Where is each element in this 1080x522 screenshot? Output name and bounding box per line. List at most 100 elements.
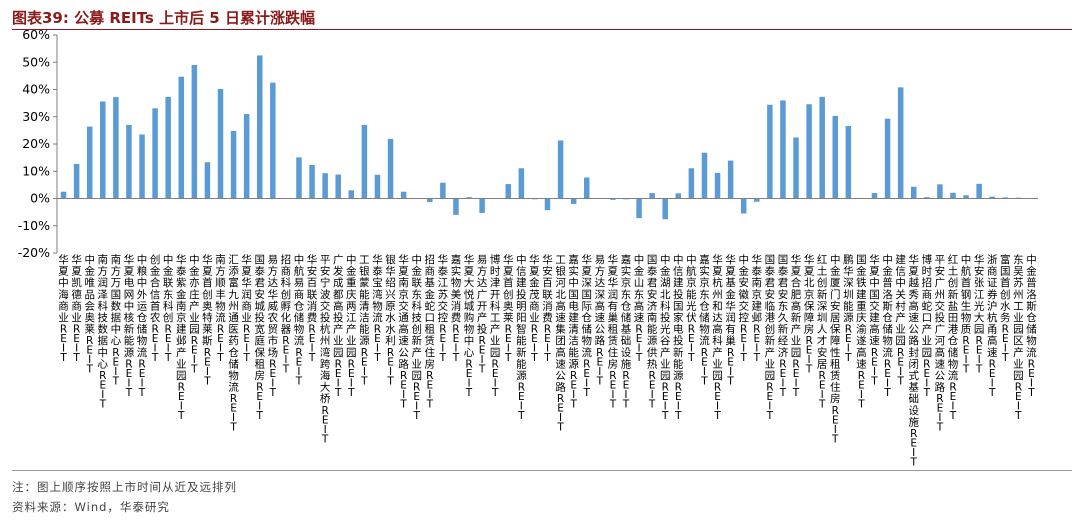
bar [636, 198, 642, 219]
x-tick-label: 中航首钢生物质 R E I T [961, 253, 972, 376]
bar [113, 97, 119, 199]
x-tick-label: 浙商证券沪杭甬高速 R E I T [987, 254, 998, 399]
footer-divider [12, 470, 1072, 471]
bar [910, 186, 917, 199]
y-tick-label: 60% [22, 27, 50, 42]
x-tick-label: 华夏北京保障房 R E I T [804, 253, 815, 376]
x-tick-label: 国泰君安临港创新产业园 R E I T [765, 254, 776, 422]
y-tick-label: 50% [22, 54, 50, 69]
x-tick-label: 中金山东高速 R E I T [634, 253, 645, 364]
x-tick-label: 华夏首创奥特莱斯 R E I T [202, 253, 213, 387]
bar [701, 152, 708, 199]
x-tick-label: 中金普洛斯仓储物流 R E I T [1026, 253, 1037, 399]
chart-note: 注：图上顺序按照上市时间从近及远排列 [12, 480, 237, 494]
bar [754, 198, 760, 202]
bar [544, 198, 551, 211]
x-tick-label: 华夏中国交建高速 R E I T [869, 253, 880, 387]
x-tick-label: 中信建投明阳智能新能源 R E I T [516, 253, 527, 422]
x-tick-label: 国金铁建重庆渝遂高速 R E I T [856, 254, 867, 411]
bar [1002, 197, 1009, 199]
bar [557, 140, 564, 199]
x-tick-label: 华夏越秀高速公路封闭式基础设施 R E I T [908, 253, 919, 469]
x-tick-label: 华安张江光大园 R E I T [974, 253, 985, 376]
bar [126, 124, 132, 199]
bar [100, 101, 106, 199]
bar [871, 193, 878, 199]
bar [950, 192, 956, 199]
bar [740, 198, 747, 214]
bar [440, 182, 446, 199]
bar [897, 87, 904, 199]
bar [453, 198, 459, 215]
bar [780, 100, 786, 199]
x-tick-label: 华泰紫金南京建邺产业园 R E I T [176, 253, 187, 422]
x-tick-label: 广发成都高投产业园 R E I T [333, 254, 344, 399]
bar [322, 173, 328, 199]
bar [204, 162, 211, 199]
x-tick-label: 富国首创水务 R E I T [1000, 253, 1011, 364]
x-tick-label: 国泰君安城投宽庭保租房 R E I T [254, 254, 265, 422]
bar-chart: -20%-10%0%10%20%30%40%50%60%华夏中海商业 R E I T华夏… [18, 27, 1038, 469]
bar [230, 130, 237, 199]
x-tick-label: 华夏合肥高新产业园 R E I T [791, 253, 802, 399]
bar [937, 184, 943, 199]
x-tick-label: 平安广州交投广河高速公路 R E I T [935, 254, 946, 434]
x-tick-label: 红土创新盐田港仓储物流 R E I T [948, 253, 959, 422]
x-tick-label: 华夏华润商业 R E I T [241, 253, 252, 364]
bar [348, 190, 355, 199]
bar [505, 184, 512, 199]
x-tick-label: 国泰君安东久新经济 R E I T [778, 254, 789, 399]
bar [924, 197, 930, 199]
bar [610, 198, 616, 200]
bar [361, 124, 368, 199]
x-tick-label: 中金亦庄产业园 R E I T [189, 253, 200, 376]
x-tick-label: 中金湖北科投光谷产业园 R E I T [660, 253, 671, 422]
x-tick-label: 嘉实物美消费 R E I T [451, 253, 462, 364]
bar [191, 64, 198, 199]
bar [217, 88, 224, 199]
y-tick-label: 20% [22, 136, 50, 151]
bar [165, 96, 171, 199]
bar [479, 198, 485, 213]
bar [139, 134, 145, 199]
bar [178, 76, 185, 199]
bar [727, 160, 734, 199]
bar [152, 108, 158, 199]
x-tick-label: 华夏凯德商业 R E I T [71, 253, 82, 364]
x-tick-label: 招商科创孵化器 R E I T [281, 253, 292, 376]
bar [73, 163, 80, 199]
y-tick-label: 30% [22, 109, 50, 124]
y-tick-label: 0% [30, 191, 50, 206]
bar [963, 195, 969, 199]
chart-source: 资料来源：Wind，华泰研究 [12, 500, 170, 514]
bar [256, 55, 263, 199]
x-tick-label: 建信中关村产业园 R E I T [895, 253, 906, 387]
bar [427, 198, 433, 203]
x-tick-label: 工银河北高速集团高速公路 R E I T [555, 254, 566, 434]
x-tick-label: 中金重庆两江产业园 R E I T [346, 253, 357, 399]
x-tick-label: 华夏电网中核新能源 R E I T [124, 253, 135, 399]
x-tick-label: 华夏基金华润有巢 R E I T [725, 253, 736, 387]
x-tick-label: 银华绍兴原水水利 R E I T [385, 253, 396, 387]
bar [884, 118, 891, 199]
bar [374, 174, 381, 199]
bar [335, 174, 341, 199]
x-tick-label: 创金合信首农 R E I T [150, 253, 161, 364]
bar [60, 191, 67, 199]
x-tick-label: 东吴苏州工业园区产业园 R E I T [1013, 253, 1024, 422]
x-tick-label: 嘉实京东仓储基础设施 R E I T [621, 253, 632, 411]
figure-title: 图表39: 公募 REITs 上市后 5 日累计涨跌幅 [12, 9, 315, 27]
x-tick-label: 国泰君安济南能源供热 R E I T [647, 254, 658, 411]
x-tick-label: 中金联东科技创新产业园 R E I T [411, 253, 422, 422]
x-tick-label: 中信建投国家电投新能源 R E I T [673, 253, 684, 422]
bar [767, 104, 773, 199]
x-tick-label: 工银蒙能清洁能源 R E I T [359, 254, 370, 387]
bar [309, 164, 315, 199]
x-tick-label: 中航京能光伏 R E I T [686, 253, 697, 364]
y-tick-label: 10% [22, 163, 50, 178]
bar [819, 96, 825, 199]
bar [243, 114, 250, 199]
x-tick-label: 华夏首创奥莱 R E I T [503, 253, 514, 364]
x-tick-label: 易方达广开产投 R E I T [477, 254, 488, 376]
x-tick-label: 华夏华润有巢租赁住房 R E I T [608, 253, 619, 411]
